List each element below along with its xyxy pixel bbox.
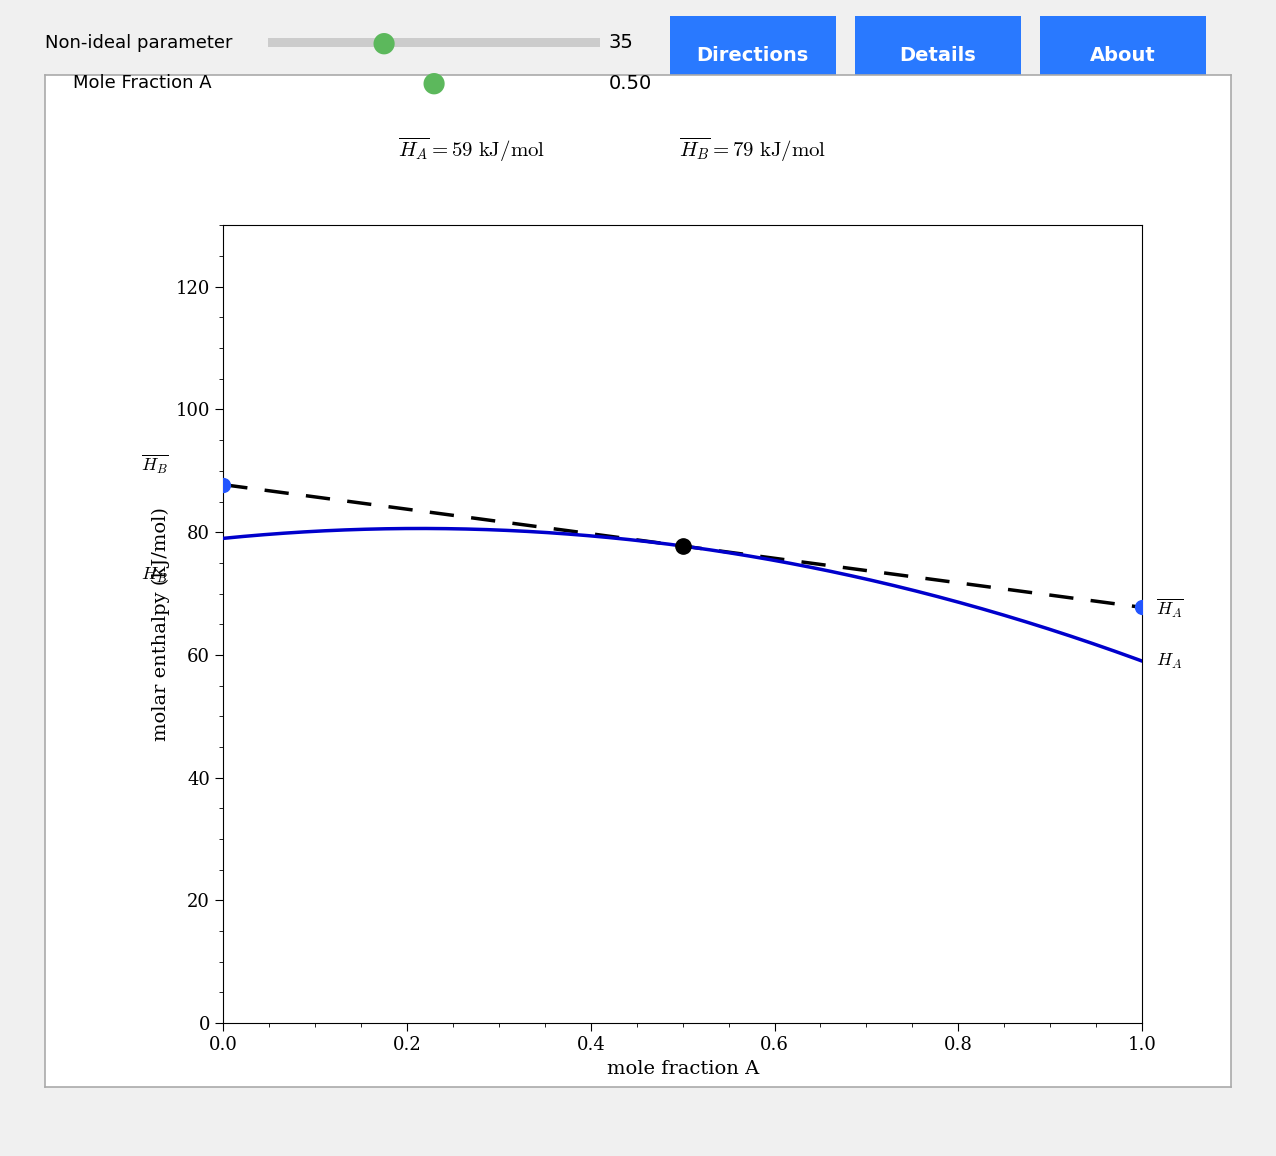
Text: Details: Details [900,46,976,65]
Text: Mole Fraction A: Mole Fraction A [73,74,212,92]
Text: 0.50: 0.50 [609,74,652,92]
Text: ●: ● [371,29,397,57]
Text: $\overline{H_A}$: $\overline{H_A}$ [1156,596,1183,618]
Text: Non-ideal parameter: Non-ideal parameter [45,34,232,52]
Text: $H_A$: $H_A$ [1156,652,1182,670]
Text: Directions: Directions [697,46,809,65]
X-axis label: mole fraction A: mole fraction A [606,1060,759,1077]
Y-axis label: molar enthalpy (kJ/mol): molar enthalpy (kJ/mol) [152,507,170,741]
Text: $\overline{H_A} = 59\ \mathrm{kJ/mol}$: $\overline{H_A} = 59\ \mathrm{kJ/mol}$ [398,136,546,164]
Text: $\overline{H_B} = 79\ \mathrm{kJ/mol}$: $\overline{H_B} = 79\ \mathrm{kJ/mol}$ [679,136,827,164]
Text: ●: ● [421,69,447,97]
Text: $H_B$: $H_B$ [140,565,167,585]
Text: 35: 35 [609,34,633,52]
Text: About: About [1090,46,1156,65]
Text: $\overline{H_B}$: $\overline{H_B}$ [140,453,168,475]
